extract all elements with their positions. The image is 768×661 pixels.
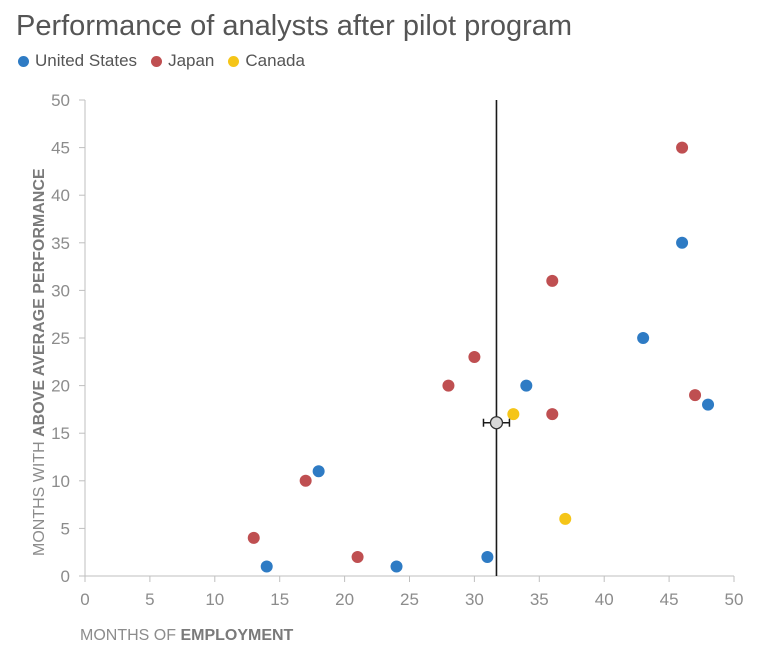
y-tick-label: 50 bbox=[51, 91, 70, 110]
data-point-japan bbox=[546, 408, 559, 421]
x-axis-label-prefix: MONTHS OF bbox=[80, 627, 180, 644]
x-tick-label: 10 bbox=[205, 590, 224, 609]
legend-marker bbox=[228, 55, 240, 67]
x-tick-label: 20 bbox=[335, 590, 354, 609]
y-axis-label: MONTHS WITH ABOVE AVERAGE PERFORMANCE bbox=[31, 168, 48, 556]
x-tick-label: 40 bbox=[595, 590, 614, 609]
y-tick-label: 15 bbox=[51, 424, 70, 443]
y-tick-label: 45 bbox=[51, 139, 70, 158]
data-point-united-states bbox=[481, 550, 494, 563]
x-tick-label: 45 bbox=[660, 590, 679, 609]
data-point-united-states bbox=[676, 236, 689, 249]
legend-item: Canada bbox=[228, 51, 305, 71]
y-tick-label: 0 bbox=[61, 567, 70, 586]
data-point-japan bbox=[676, 141, 689, 154]
x-tick-label: 15 bbox=[270, 590, 289, 609]
data-point-united-states bbox=[260, 560, 273, 573]
y-tick-label: 30 bbox=[51, 281, 70, 300]
y-axis-label-prefix: MONTHS WITH bbox=[31, 437, 48, 556]
x-tick-label: 50 bbox=[725, 590, 744, 609]
data-point-japan bbox=[689, 389, 702, 402]
y-tick-label: 25 bbox=[51, 329, 70, 348]
legend-label: United States bbox=[35, 51, 138, 70]
data-point-japan bbox=[351, 550, 364, 563]
x-axis-label: MONTHS OF EMPLOYMENT bbox=[80, 627, 294, 644]
legend-label: Canada bbox=[245, 51, 305, 70]
data-point-japan bbox=[247, 531, 260, 544]
data-point-united-states bbox=[390, 560, 403, 573]
y-tick-label: 5 bbox=[61, 519, 70, 538]
data-point-canada bbox=[559, 512, 572, 525]
data-point-japan bbox=[468, 351, 481, 364]
chart-title: Performance of analysts after pilot prog… bbox=[16, 10, 573, 42]
y-tick-label: 20 bbox=[51, 377, 70, 396]
data-point-united-states bbox=[637, 332, 650, 344]
data-point-japan bbox=[442, 379, 455, 392]
y-tick-label: 10 bbox=[51, 472, 70, 491]
data-point-united-states bbox=[312, 465, 325, 478]
legend-label: Japan bbox=[168, 51, 215, 70]
x-axis-label-bold: EMPLOYMENT bbox=[180, 627, 293, 644]
mean-marker bbox=[489, 416, 504, 430]
data-point-canada bbox=[507, 408, 520, 421]
data-point-japan bbox=[299, 474, 312, 487]
legend-item: Japan bbox=[151, 51, 214, 71]
x-tick-label: 25 bbox=[400, 590, 419, 609]
x-tick-label: 35 bbox=[530, 590, 549, 609]
x-tick-label: 0 bbox=[80, 590, 89, 609]
data-point-japan bbox=[546, 274, 559, 287]
legend-marker bbox=[18, 55, 29, 67]
x-tick-label: 30 bbox=[465, 590, 484, 609]
data-point-united-states bbox=[702, 398, 715, 411]
y-axis-label-bold: ABOVE AVERAGE PERFORMANCE bbox=[31, 168, 48, 437]
y-tick-label: 35 bbox=[51, 234, 70, 253]
data-point-united-states bbox=[520, 379, 533, 392]
legend-item: United States bbox=[18, 51, 137, 71]
legend: United States Japan Canada bbox=[18, 51, 319, 71]
y-tick-label: 40 bbox=[51, 186, 70, 205]
x-tick-label: 5 bbox=[145, 590, 154, 609]
legend-marker bbox=[151, 55, 163, 67]
